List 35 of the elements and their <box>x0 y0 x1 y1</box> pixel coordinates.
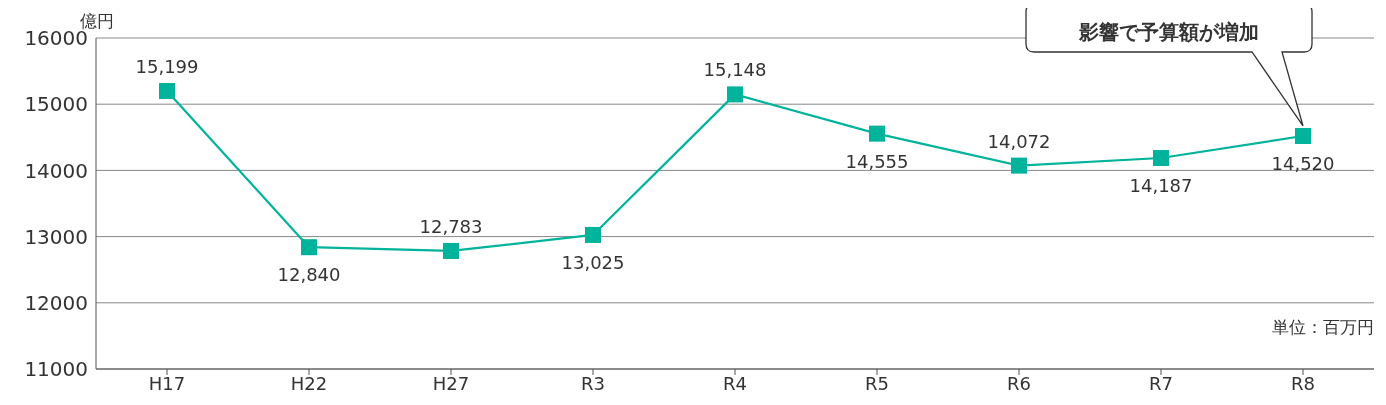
x-tick-label: H22 <box>290 372 328 394</box>
point <box>585 226 601 243</box>
x-tick-label: H17 <box>148 372 186 394</box>
x-tick-label: R6 <box>1007 372 1031 394</box>
data-label: 15,148 <box>703 59 767 81</box>
point <box>159 83 175 100</box>
y-axis-title: 億円 <box>80 10 114 31</box>
annotation: 単位：百万円 <box>1272 316 1374 339</box>
point <box>1295 127 1311 144</box>
x-tick-label: R5 <box>865 372 889 394</box>
x-tick-label: H27 <box>432 372 470 394</box>
x-tick-label: R8 <box>1291 372 1315 394</box>
data-label: 15,199 <box>135 56 199 78</box>
y-tick-label: 13000 <box>24 224 88 249</box>
point <box>443 242 459 259</box>
x-tick-label: R3 <box>581 372 605 394</box>
x-tick-label: R4 <box>723 372 747 394</box>
point <box>869 125 885 142</box>
data-label: 12,840 <box>277 264 341 286</box>
point <box>1011 157 1027 174</box>
y-tick-label: 15000 <box>24 92 88 117</box>
y-tick-label: 14000 <box>24 158 88 183</box>
data-label: 14,072 <box>987 130 1051 152</box>
x-tick-label: R7 <box>1149 372 1173 394</box>
data-label: 14,555 <box>845 150 909 172</box>
point <box>301 239 317 256</box>
point <box>727 86 743 103</box>
data-label: 14,187 <box>1129 175 1193 197</box>
y-tick-label: 12000 <box>24 290 88 315</box>
data-label: 13,025 <box>561 251 625 273</box>
annotation: 影響で予算額が増加 <box>1078 20 1259 44</box>
data-label: 12,783 <box>419 215 483 237</box>
y-tick-label: 11000 <box>24 357 88 382</box>
data-label: 14,520 <box>1271 152 1335 174</box>
point <box>1153 150 1169 167</box>
